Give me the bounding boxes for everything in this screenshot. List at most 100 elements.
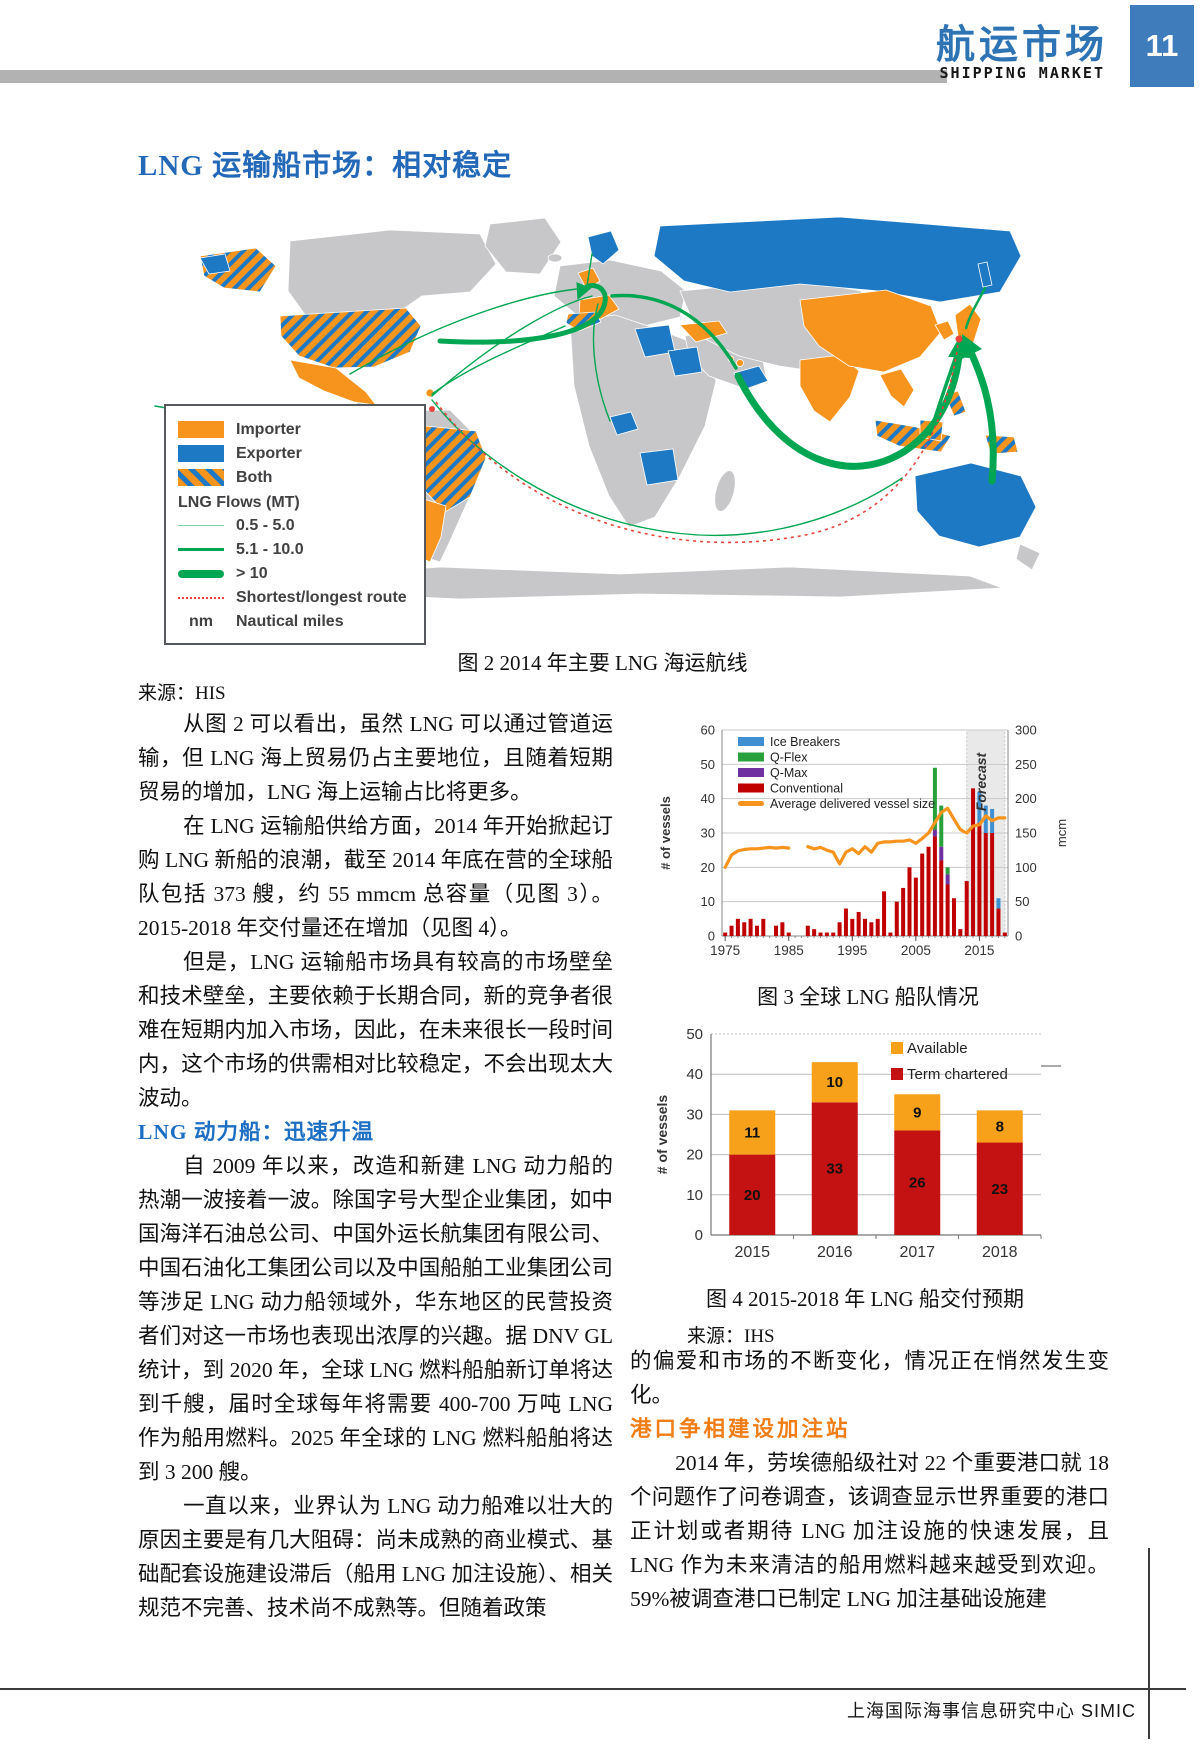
svg-text:2005: 2005 [901, 943, 931, 958]
svg-text:Available: Available [907, 1040, 968, 1057]
legend-item-exporter: Exporter [178, 443, 412, 464]
map-flow-routes [154, 253, 997, 537]
left-column: 从图 2 可以看出，虽然 LNG 可以通过管道运输，但 LNG 海上贸易仍占主要… [138, 707, 613, 1625]
map-region-turkey-importer [679, 320, 728, 343]
svg-text:100: 100 [1015, 860, 1037, 875]
figure3-caption: 图 3 全球 LNG 船队情况 [757, 985, 979, 1009]
figure3-block: 0 10 20 30 40 50 60 0 50 100 150 200 250 300 1975 1985 1… [656, 716, 1080, 1011]
svg-text:50: 50 [686, 1026, 703, 1043]
importer-swatch [178, 421, 224, 438]
flow3-label: > 10 [236, 564, 268, 582]
map-region-mexico-importer [289, 359, 377, 406]
footer-vertical-rule [1148, 1548, 1150, 1739]
nm-abbr: nm [189, 612, 213, 630]
svg-text:26: 26 [909, 1175, 926, 1192]
svg-text:2018: 2018 [982, 1244, 1018, 1261]
header-divider-bar [0, 70, 947, 83]
paragraph: 的偏爱和市场的不断变化，情况正在悄然发生变化。 [630, 1349, 1109, 1407]
svg-text:2016: 2016 [817, 1244, 853, 1261]
flow1-label: 0.5 - 5.0 [236, 516, 295, 534]
both-label: Both [236, 468, 273, 486]
legend-item-importer: Importer [178, 419, 412, 440]
footer-text: 上海国际海事信息研究中心 SIMIC [846, 1701, 1136, 1721]
route-label: Shortest/longest route [236, 588, 407, 606]
map-region-korea-importer [934, 320, 955, 341]
svg-text:Average delivered vessel size: Average delivered vessel size [770, 797, 935, 811]
paragraph: 一直以来，业界认为 LNG 动力船难以壮大的原因主要是有几大阻碍：尚未成熟的商业… [138, 1494, 613, 1620]
paragraph: 在 LNG 运输船供给方面，2014 年开始掀起订购 LNG 新船的浪潮，截至 … [138, 814, 613, 940]
svg-text:30: 30 [686, 1106, 703, 1123]
figure4-caption: 图 4 2015-2018 年 LNG 船交付预期 [706, 1287, 1024, 1311]
map-colored-regions [199, 216, 1037, 563]
svg-text:30: 30 [701, 826, 715, 841]
legend-item-flow1: 0.5 - 5.0 [178, 515, 412, 536]
svg-text:10: 10 [686, 1187, 703, 1204]
svg-text:# of vessels: # of vessels [654, 1095, 670, 1175]
page-number-badge: 11 [1130, 5, 1194, 87]
both-swatch [178, 469, 224, 486]
footer-rule [0, 1688, 1186, 1690]
map-region-russia-exporter [653, 216, 1022, 303]
paragraph: 2014 年，劳埃德船级社对 22 个重要港口就 18 个问题作了问卷调查，该调… [630, 1451, 1109, 1611]
paragraph: 但是，LNG 运输船市场具有较高的市场壁垒和技术壁垒，主要依赖于长期合同，新的竞… [138, 950, 613, 1110]
svg-text:1975: 1975 [710, 943, 740, 958]
map-region-egypt-exporter [667, 346, 703, 377]
fig3-fleet-chart: 0 10 20 30 40 50 60 0 50 100 150 200 250 300 1975 1985 1… [658, 723, 1069, 959]
svg-text:8: 8 [996, 1118, 1004, 1135]
svg-text:mcm: mcm [1054, 819, 1069, 847]
svg-text:20: 20 [701, 860, 715, 875]
legend-item-flow3: > 10 [178, 563, 412, 584]
svg-text:33: 33 [826, 1161, 843, 1178]
svg-text:10: 10 [701, 894, 715, 909]
map-route-endpoint-dot [955, 335, 963, 343]
svg-text:1995: 1995 [837, 943, 867, 958]
svg-text:11: 11 [744, 1124, 760, 1141]
svg-text:250: 250 [1015, 757, 1037, 772]
flow2-line-swatch [178, 548, 224, 551]
legend-item-nm: nm Nautical miles [178, 611, 412, 632]
flow3-line-swatch [178, 569, 224, 578]
svg-text:9: 9 [913, 1104, 921, 1121]
svg-text:# of vessels: # of vessels [658, 796, 673, 870]
svg-text:0: 0 [708, 929, 715, 944]
svg-text:Term chartered: Term chartered [907, 1066, 1008, 1083]
importer-label: Importer [236, 420, 301, 438]
legend-flows-title: LNG Flows (MT) [178, 494, 300, 511]
flow2-label: 5.1 - 10.0 [236, 540, 304, 558]
nm-label: Nautical miles [236, 612, 344, 630]
world-map-figure: Importer Exporter Both LNG Flows (MT) 0.… [140, 196, 1065, 645]
map-region-nigeria-exporter [609, 411, 639, 436]
svg-text:200: 200 [1015, 791, 1037, 806]
svg-text:Forecast: Forecast [973, 751, 989, 811]
legend-item-route: Shortest/longest route [178, 587, 412, 608]
route-dotted-swatch [178, 596, 224, 599]
fig4-delivery-chart: 0 10 20 30 40 50 20 11 2015 33 10 2016 26 9 2017 23 8 201… [654, 1026, 1061, 1261]
svg-text:50: 50 [701, 757, 715, 772]
page-number: 11 [1145, 28, 1179, 63]
svg-text:2015: 2015 [734, 1244, 770, 1261]
section-title-bunkering-ports: 港口争相建设加注站 [630, 1417, 851, 1441]
svg-text:Ice Breakers: Ice Breakers [770, 735, 840, 749]
map-region-usa-both [279, 307, 422, 369]
svg-text:23: 23 [991, 1181, 1008, 1198]
svg-text:40: 40 [701, 791, 715, 806]
svg-text:40: 40 [686, 1066, 703, 1083]
paragraph: 自 2009 年以来，改造和新建 LNG 动力船的热潮一波接着一波。除国字号大型… [138, 1154, 613, 1484]
svg-text:1985: 1985 [774, 943, 804, 958]
world-map [154, 216, 1041, 600]
svg-text:20: 20 [686, 1147, 703, 1164]
exporter-label: Exporter [236, 444, 302, 462]
svg-text:60: 60 [701, 723, 715, 738]
figure4-block: 0 10 20 30 40 50 20 11 2015 33 10 2016 26 9 2017 23 8 201… [653, 1022, 1077, 1348]
svg-text:300: 300 [1015, 723, 1037, 738]
svg-text:0: 0 [695, 1227, 703, 1244]
page-header-title: 航运市场 [935, 24, 1108, 67]
map-region-china-importer [799, 289, 942, 373]
figure2-source: 来源：HIS [138, 683, 226, 704]
map-region-norway-exporter [587, 230, 620, 265]
section-title-lng-carrier-market: LNG 运输船市场：相对稳定 [138, 150, 513, 182]
flow1-line-swatch [178, 525, 224, 526]
svg-text:10: 10 [826, 1074, 843, 1091]
figure2-caption: 图 2 2014 年主要 LNG 海运航线 [457, 651, 748, 675]
